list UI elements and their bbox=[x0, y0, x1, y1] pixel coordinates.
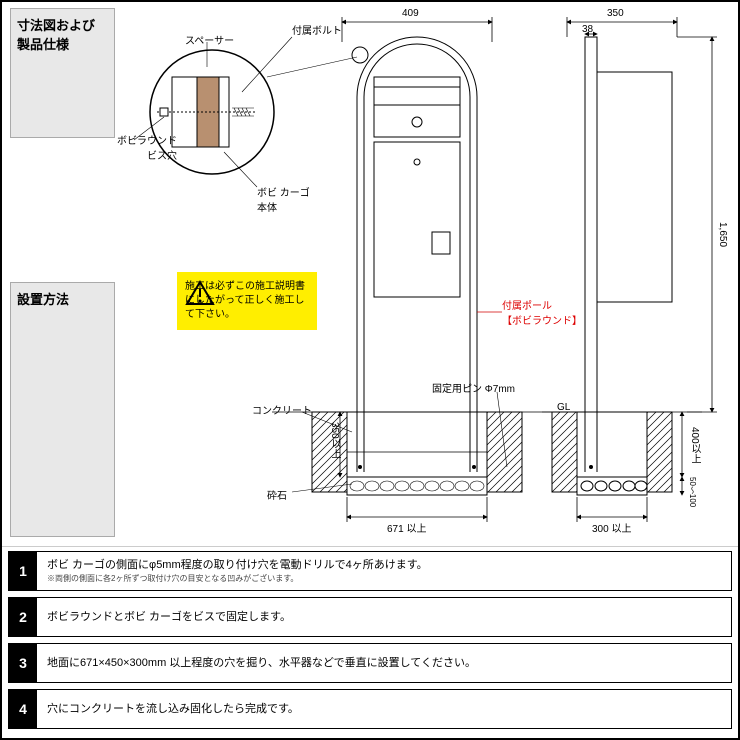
step-row: 1 ボビ カーゴの側面にφ5mm程度の取り付け穴を電動ドリルで4ヶ所あけます。 … bbox=[8, 551, 732, 591]
dim-409: 409 bbox=[402, 8, 419, 19]
dim-300: 300 以上 bbox=[592, 520, 631, 535]
label-gl: GL bbox=[557, 402, 570, 413]
step-row: 4 穴にコンクリートを流し込み固化したら完成です。 bbox=[8, 689, 732, 729]
dim-350: 350 bbox=[607, 8, 624, 19]
label-bolt: 付属ボルト bbox=[292, 22, 342, 37]
dim-38: 38 bbox=[582, 24, 593, 35]
page: 寸法図および 製品仕様 設置方法 施工は必ずこの施工説明書にしたがって正しく施工… bbox=[0, 0, 740, 740]
step-number: 2 bbox=[9, 598, 37, 636]
step-text: ボビ カーゴの側面にφ5mm程度の取り付け穴を電動ドリルで4ヶ所あけます。 ※両… bbox=[37, 554, 438, 589]
label-pole: 付属ポール 【ボビラウンド】 bbox=[502, 297, 582, 327]
label-pin: 固定用ピン Φ7mm bbox=[432, 380, 515, 395]
diagram-area: 寸法図および 製品仕様 設置方法 施工は必ずこの施工説明書にしたがって正しく施工… bbox=[2, 2, 738, 547]
step-number: 3 bbox=[9, 644, 37, 682]
dim-1650: 1,650 bbox=[717, 222, 728, 247]
step-text: ボビラウンドとボビ カーゴをビスで固定します。 bbox=[37, 606, 301, 628]
steps-list: 1 ボビ カーゴの側面にφ5mm程度の取り付け穴を電動ドリルで4ヶ所あけます。 … bbox=[2, 547, 738, 739]
step-text: 地面に671×450×300mm 以上程度の穴を掘り、水平器などで垂直に設置して… bbox=[37, 652, 486, 674]
label-gravel: 砕石 bbox=[267, 487, 287, 502]
step-row: 2 ボビラウンドとボビ カーゴをビスで固定します。 bbox=[8, 597, 732, 637]
step-text: 穴にコンクリートを流し込み固化したら完成です。 bbox=[37, 698, 309, 720]
step-number: 1 bbox=[9, 552, 37, 590]
label-body: ボビ カーゴ 本体 bbox=[257, 184, 310, 214]
dim-400: 400以上 bbox=[687, 427, 702, 464]
step-number: 4 bbox=[9, 690, 37, 728]
dim-gravel: 50～100 bbox=[687, 477, 698, 507]
dim-671: 671 以上 bbox=[387, 520, 426, 535]
diagram-svg bbox=[2, 2, 738, 547]
dim-350h: 350以上 bbox=[327, 422, 342, 459]
label-screwhole: ボビラウンド ビス穴 bbox=[117, 132, 177, 162]
label-spacer: スペーサー bbox=[185, 32, 234, 47]
label-concrete: コンクリート bbox=[252, 402, 312, 417]
step-row: 3 地面に671×450×300mm 以上程度の穴を掘り、水平器などで垂直に設置… bbox=[8, 643, 732, 683]
